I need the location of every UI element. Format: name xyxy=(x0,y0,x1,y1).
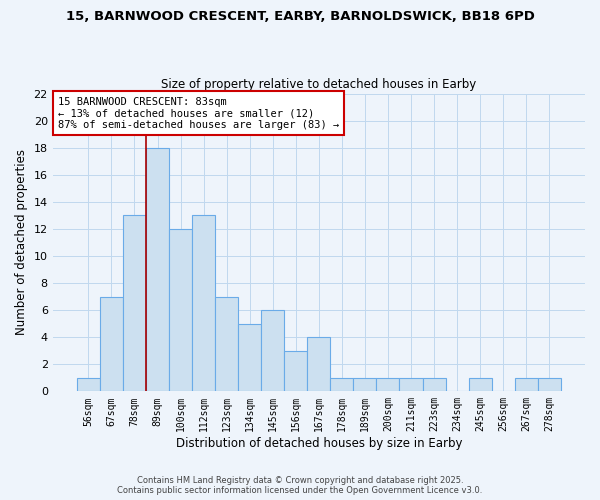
Bar xyxy=(422,378,446,392)
Bar xyxy=(123,216,146,392)
Bar xyxy=(261,310,284,392)
Bar xyxy=(146,148,169,392)
Bar xyxy=(284,350,307,392)
Title: Size of property relative to detached houses in Earby: Size of property relative to detached ho… xyxy=(161,78,476,91)
Bar xyxy=(77,378,100,392)
Bar xyxy=(192,216,215,392)
Bar xyxy=(515,378,538,392)
Bar xyxy=(215,296,238,392)
Bar xyxy=(469,378,491,392)
Bar xyxy=(238,324,261,392)
Bar xyxy=(169,229,192,392)
Bar xyxy=(538,378,561,392)
Text: 15 BARNWOOD CRESCENT: 83sqm
← 13% of detached houses are smaller (12)
87% of sem: 15 BARNWOOD CRESCENT: 83sqm ← 13% of det… xyxy=(58,96,339,130)
Bar xyxy=(100,296,123,392)
Bar xyxy=(307,337,331,392)
Text: Contains HM Land Registry data © Crown copyright and database right 2025.
Contai: Contains HM Land Registry data © Crown c… xyxy=(118,476,482,495)
X-axis label: Distribution of detached houses by size in Earby: Distribution of detached houses by size … xyxy=(176,437,462,450)
Bar xyxy=(400,378,422,392)
Text: 15, BARNWOOD CRESCENT, EARBY, BARNOLDSWICK, BB18 6PD: 15, BARNWOOD CRESCENT, EARBY, BARNOLDSWI… xyxy=(65,10,535,23)
Y-axis label: Number of detached properties: Number of detached properties xyxy=(15,150,28,336)
Bar xyxy=(376,378,400,392)
Bar xyxy=(353,378,376,392)
Bar xyxy=(331,378,353,392)
